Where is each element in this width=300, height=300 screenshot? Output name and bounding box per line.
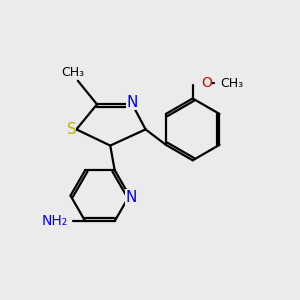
Text: CH₃: CH₃ (61, 66, 84, 80)
Text: S: S (67, 122, 76, 137)
Text: N: N (125, 190, 136, 205)
Text: NH₂: NH₂ (41, 214, 68, 228)
Text: N: N (127, 95, 138, 110)
Text: O: O (201, 76, 212, 90)
Text: CH₃: CH₃ (221, 77, 244, 90)
